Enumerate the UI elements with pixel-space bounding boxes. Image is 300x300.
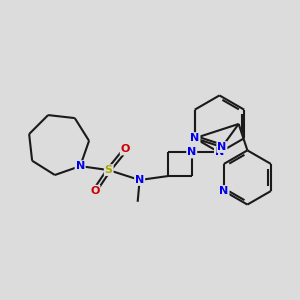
Text: N: N bbox=[76, 161, 85, 171]
Text: N: N bbox=[190, 133, 200, 143]
Text: N: N bbox=[190, 133, 200, 143]
Text: S: S bbox=[105, 165, 113, 175]
Text: O: O bbox=[90, 186, 100, 196]
Text: N: N bbox=[135, 175, 144, 185]
Text: N: N bbox=[217, 142, 226, 152]
Text: N: N bbox=[187, 148, 196, 158]
Text: N: N bbox=[219, 186, 229, 196]
Text: N: N bbox=[215, 148, 224, 158]
Text: O: O bbox=[121, 145, 130, 154]
